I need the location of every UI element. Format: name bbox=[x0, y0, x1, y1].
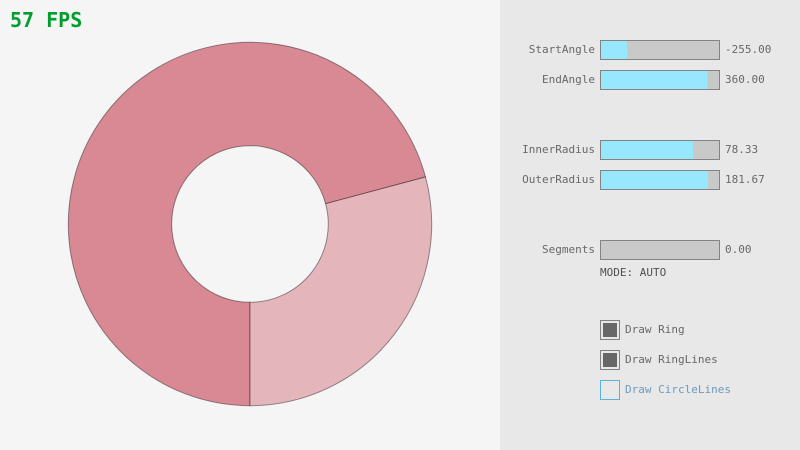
checkmark-fill bbox=[603, 323, 617, 337]
checkbox-label: Draw Ring bbox=[625, 323, 685, 336]
slider-value: 78.33 bbox=[725, 143, 759, 156]
checkbox-box[interactable] bbox=[600, 350, 620, 370]
controls-panel: StartAngle -255.00 EndAngle 360.00 Inner… bbox=[500, 0, 800, 450]
slider-label: InnerRadius bbox=[522, 143, 595, 156]
ring-canvas bbox=[67, 41, 433, 407]
ring-sector-double-pass bbox=[67, 41, 427, 407]
slider-fill bbox=[601, 141, 694, 159]
slider-value: -255.00 bbox=[725, 43, 772, 56]
slider-label: Segments bbox=[542, 243, 595, 256]
checkbox-draw-ring[interactable]: Draw Ring bbox=[600, 320, 800, 340]
segments-mode-text: MODE: AUTO bbox=[600, 266, 667, 279]
slider-row-outer-radius: OuterRadius 181.67 bbox=[500, 170, 800, 190]
checkbox-box[interactable] bbox=[600, 320, 620, 340]
ring-sector-single-pass bbox=[249, 176, 433, 407]
checkbox-draw-ring-lines[interactable]: Draw RingLines bbox=[600, 350, 800, 370]
inner-radius-slider[interactable] bbox=[600, 140, 720, 160]
slider-row-segments: Segments 0.00 bbox=[500, 240, 800, 260]
checkbox-label: Draw RingLines bbox=[625, 353, 718, 366]
outer-radius-slider[interactable] bbox=[600, 170, 720, 190]
checkmark-fill bbox=[603, 353, 617, 367]
start-angle-slider[interactable] bbox=[600, 40, 720, 60]
checkbox-box[interactable] bbox=[600, 380, 620, 400]
segments-slider[interactable] bbox=[600, 240, 720, 260]
slider-label: OuterRadius bbox=[522, 173, 595, 186]
slider-row-inner-radius: InnerRadius 78.33 bbox=[500, 140, 800, 160]
checkbox-label: Draw CircleLines bbox=[625, 383, 731, 396]
slider-value: 181.67 bbox=[725, 173, 765, 186]
slider-fill bbox=[601, 41, 627, 59]
ring bbox=[67, 41, 433, 407]
checkbox-draw-circle-lines[interactable]: Draw CircleLines bbox=[600, 380, 800, 400]
slider-label: EndAngle bbox=[542, 73, 595, 86]
slider-fill bbox=[601, 171, 709, 189]
slider-value: 0.00 bbox=[725, 243, 752, 256]
fps-counter: 57 FPS bbox=[10, 8, 83, 32]
slider-label: StartAngle bbox=[528, 43, 595, 56]
slider-value: 360.00 bbox=[725, 73, 765, 86]
slider-fill bbox=[601, 71, 708, 89]
end-angle-slider[interactable] bbox=[600, 70, 720, 90]
slider-row-end-angle: EndAngle 360.00 bbox=[500, 70, 800, 90]
slider-row-start-angle: StartAngle -255.00 bbox=[500, 40, 800, 60]
